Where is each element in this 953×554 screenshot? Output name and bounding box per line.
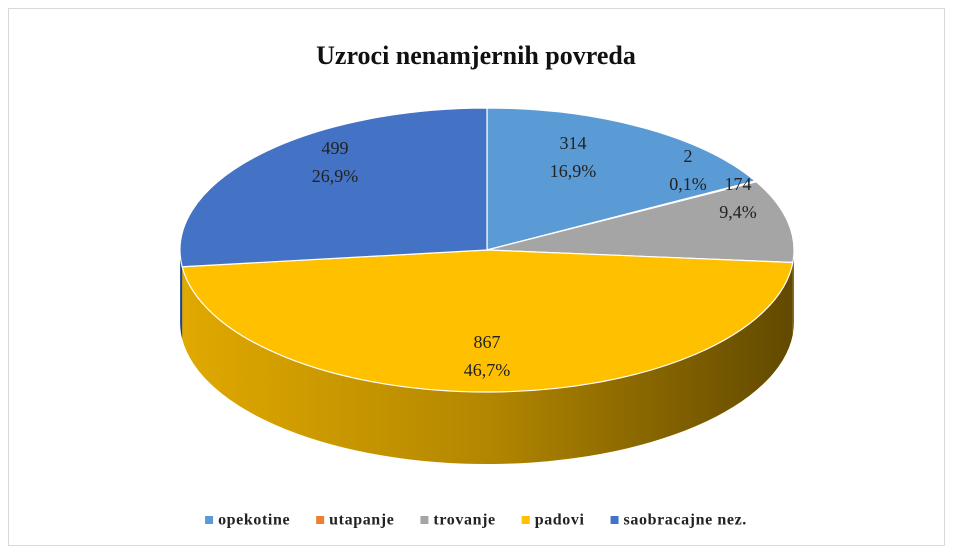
slice xyxy=(179,107,488,268)
data-label: 0,1% xyxy=(669,174,707,194)
data-label: 314 xyxy=(560,133,587,153)
slice-side-shade xyxy=(792,250,794,335)
legend-swatch xyxy=(420,516,429,524)
slice xyxy=(486,181,795,264)
slice xyxy=(486,107,757,251)
legend-label: padovi xyxy=(535,512,585,529)
chart-title: Uzroci nenamjernih povreda xyxy=(316,41,636,70)
data-label: 174 xyxy=(725,174,752,194)
legend-swatch xyxy=(316,516,325,524)
data-label: 867 xyxy=(474,332,501,352)
data-label: 46,7% xyxy=(464,360,511,380)
slice xyxy=(181,249,794,393)
legend-label: opekotine xyxy=(218,512,290,529)
legend-swatch xyxy=(521,516,530,524)
data-label: 9,4% xyxy=(719,202,757,222)
legend-swatch xyxy=(610,516,619,524)
data-label: 499 xyxy=(322,138,349,158)
legend-swatch xyxy=(205,516,214,524)
slice-side-shade xyxy=(182,262,793,464)
data-label: 16,9% xyxy=(550,161,597,181)
legend-label: utapanje xyxy=(329,512,394,529)
data-label: 26,9% xyxy=(312,166,359,186)
slice-side-shade xyxy=(180,250,183,339)
legend-label: saobracajne nez. xyxy=(624,512,747,529)
data-label: 2 xyxy=(684,146,693,166)
legend-label: trovanje xyxy=(433,512,495,529)
